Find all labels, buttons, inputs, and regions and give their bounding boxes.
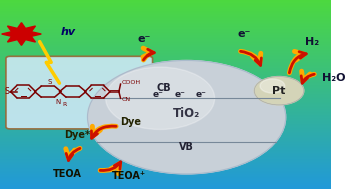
Text: Dye: Dye (120, 117, 142, 127)
Circle shape (260, 79, 285, 93)
FancyBboxPatch shape (6, 56, 153, 129)
FancyArrowPatch shape (92, 126, 116, 136)
Text: CN: CN (121, 98, 130, 102)
Text: CB: CB (156, 83, 171, 93)
Text: R: R (62, 102, 67, 107)
FancyArrowPatch shape (143, 49, 154, 60)
Text: e⁻: e⁻ (175, 90, 185, 99)
Text: H₂O: H₂O (322, 73, 346, 83)
FancyArrowPatch shape (143, 48, 152, 60)
Text: COOH: COOH (121, 80, 140, 85)
FancyArrowPatch shape (66, 148, 80, 160)
Text: N: N (56, 98, 61, 105)
Text: Dye*: Dye* (65, 130, 91, 140)
FancyArrowPatch shape (289, 52, 306, 73)
FancyArrowPatch shape (92, 126, 116, 138)
Text: Pt: Pt (272, 86, 286, 96)
FancyArrowPatch shape (289, 51, 304, 73)
FancyArrowPatch shape (302, 71, 314, 81)
Text: e⁻: e⁻ (238, 29, 251, 39)
FancyArrowPatch shape (66, 148, 80, 158)
FancyArrowPatch shape (100, 164, 119, 174)
Text: TiO₂: TiO₂ (173, 107, 200, 120)
Text: e⁻: e⁻ (196, 90, 207, 99)
Text: H₂: H₂ (305, 37, 319, 47)
FancyArrowPatch shape (240, 51, 261, 65)
Text: S: S (47, 79, 52, 85)
Text: TEOA⁺: TEOA⁺ (112, 171, 146, 181)
Text: TEOA: TEOA (53, 169, 82, 179)
FancyArrowPatch shape (301, 74, 314, 83)
Circle shape (106, 67, 215, 129)
Text: S: S (4, 87, 9, 96)
Text: e⁻: e⁻ (153, 90, 164, 99)
Text: VB: VB (179, 142, 194, 152)
Circle shape (254, 77, 304, 105)
FancyArrowPatch shape (100, 162, 121, 170)
Text: hv: hv (61, 27, 76, 37)
Polygon shape (2, 23, 41, 45)
Circle shape (87, 60, 286, 174)
Text: e⁻: e⁻ (137, 34, 150, 44)
FancyArrowPatch shape (240, 51, 261, 63)
